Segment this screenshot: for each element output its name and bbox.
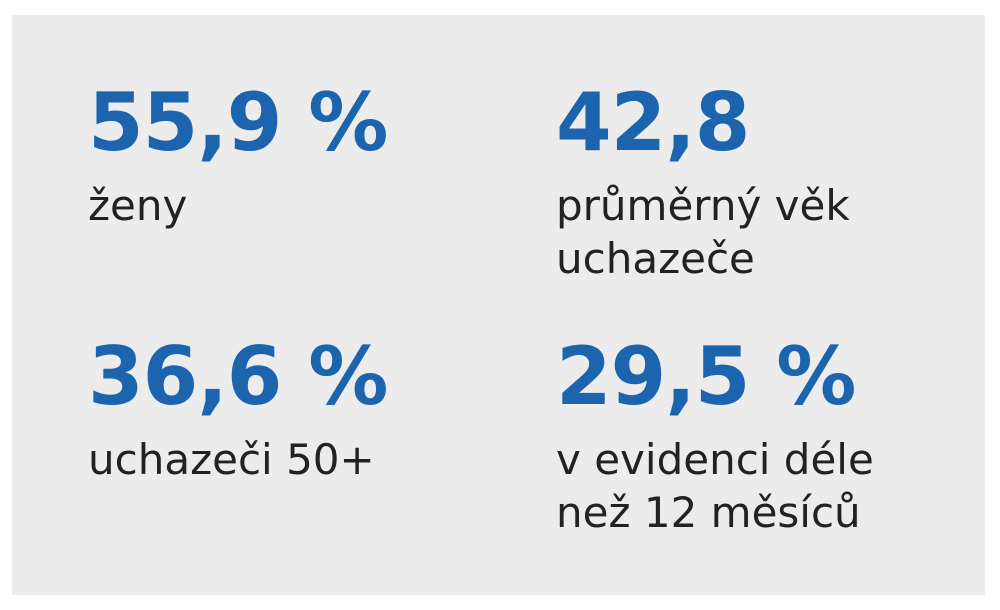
stat-label-line: průměrný věk [556, 181, 850, 230]
stats-panel: 55,9 % ženy 42,8 průměrný věk uchazeče 36,6 %… [12, 15, 985, 595]
stat-label-line: uchazeči 50+ [88, 435, 375, 484]
stat-label: uchazeči 50+ [88, 433, 387, 486]
stat-value: 29,5 % [556, 330, 856, 423]
stat-value: 42,8 [556, 76, 750, 169]
stat-value: 55,9 % [88, 76, 388, 169]
stat-label-line: ženy [88, 181, 188, 230]
stat-label: v evidenci déle než 12 měsíců [556, 433, 874, 539]
stat-block: 36,6 % uchazeči 50+ [88, 330, 388, 486]
stat-block: 29,5 % v evidenci déle než 12 měsíců [556, 337, 874, 539]
stat-block: 55,9 % ženy [88, 76, 388, 232]
stat-block: 42,8 průměrný věk uchazeče [556, 83, 850, 285]
stat-label-line: než 12 měsíců [556, 488, 861, 537]
stat-label-line: v evidenci déle [556, 435, 874, 484]
stat-label-line: uchazeče [556, 234, 755, 283]
stat-label: ženy [88, 179, 387, 232]
stat-value: 36,6 % [88, 330, 388, 423]
stat-label: průměrný věk uchazeče [556, 179, 850, 285]
